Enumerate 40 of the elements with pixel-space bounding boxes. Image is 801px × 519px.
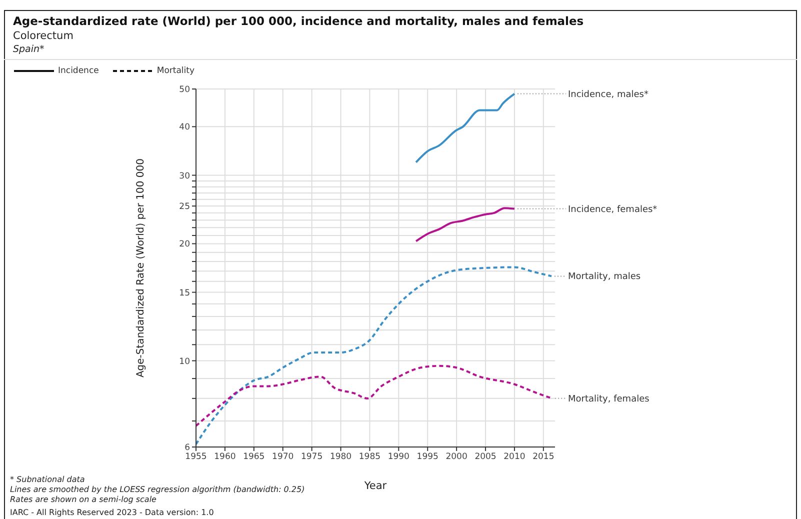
line-series bbox=[415, 207, 516, 242]
x-tick-label: 1955 bbox=[185, 452, 207, 462]
chart-title: Age-standardized rate (World) per 100 000, incidence and mortality, males and females bbox=[13, 14, 584, 28]
text: Colorectum bbox=[13, 30, 74, 42]
text: * Subnational data bbox=[10, 475, 86, 485]
text: Incidence bbox=[57, 66, 99, 76]
text: Spain* bbox=[13, 44, 44, 55]
text: Incidence, males* bbox=[568, 90, 649, 100]
y-tick-label: 50 bbox=[179, 85, 190, 96]
line-series bbox=[196, 266, 553, 446]
text: Incidence, females* bbox=[568, 204, 658, 215]
y-tick-label: 25 bbox=[179, 202, 190, 212]
x-tick-label: 2010 bbox=[504, 452, 526, 462]
text: Rates are shown on a semi-log scale bbox=[10, 495, 158, 505]
y-tick-label: 40 bbox=[179, 122, 190, 133]
y-tick-label: 30 bbox=[179, 171, 190, 182]
text: Mortality bbox=[156, 66, 195, 76]
y-tick-label: 20 bbox=[179, 240, 190, 250]
x-tick-label: 1975 bbox=[300, 452, 323, 462]
series-label: Mortality, females bbox=[568, 394, 650, 404]
x-tick-label: 1980 bbox=[330, 452, 352, 462]
y-tick-label: 6 bbox=[184, 443, 190, 454]
x-tick-label: 1990 bbox=[388, 452, 410, 462]
y-tick-label: 15 bbox=[179, 288, 190, 298]
x-tick-label: 2015 bbox=[532, 452, 554, 462]
text: IARC - All Rights Reserved 2023 - Data version: 1.0 bbox=[10, 508, 214, 517]
x-tick-label: 2000 bbox=[446, 452, 468, 462]
x-tick-label: 2005 bbox=[474, 452, 496, 462]
line-series bbox=[415, 92, 516, 164]
y-axis-title: Age-Standardized Rate (World) per 100 000 bbox=[136, 158, 147, 378]
x-tick-label: 1995 bbox=[416, 452, 438, 462]
x-tick-label: 1970 bbox=[272, 452, 294, 462]
y-tick-label: 10 bbox=[179, 356, 190, 367]
x-tick-label: 1960 bbox=[214, 452, 236, 462]
x-tick-label: 1965 bbox=[243, 452, 265, 462]
x-tick-label: 1985 bbox=[358, 452, 381, 462]
x-axis-title: Year bbox=[363, 480, 388, 492]
line-series bbox=[196, 364, 554, 427]
series-label: Mortality, males bbox=[568, 272, 641, 282]
text: Lines are smoothed by the LOESS regression algorithm (bandwidth: 0.25) bbox=[10, 485, 305, 495]
